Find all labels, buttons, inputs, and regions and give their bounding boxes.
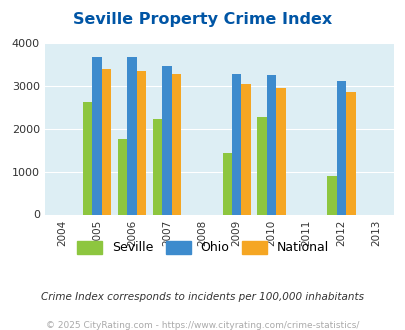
Bar <box>92 57 102 214</box>
Bar <box>117 139 127 214</box>
Bar <box>345 92 355 214</box>
Bar <box>171 74 181 214</box>
Bar <box>276 88 285 214</box>
Bar <box>241 84 250 214</box>
Bar <box>222 153 231 214</box>
Bar <box>83 102 92 214</box>
Bar <box>152 119 162 214</box>
Bar <box>257 117 266 214</box>
Bar <box>102 69 111 214</box>
Bar <box>326 176 336 214</box>
Bar <box>136 71 146 215</box>
Legend: Seville, Ohio, National: Seville, Ohio, National <box>72 236 333 259</box>
Bar <box>231 74 241 214</box>
Text: © 2025 CityRating.com - https://www.cityrating.com/crime-statistics/: © 2025 CityRating.com - https://www.city… <box>46 321 359 330</box>
Text: Crime Index corresponds to incidents per 100,000 inhabitants: Crime Index corresponds to incidents per… <box>41 292 364 302</box>
Bar <box>127 57 136 214</box>
Text: Seville Property Crime Index: Seville Property Crime Index <box>73 12 332 26</box>
Bar <box>336 81 345 214</box>
Bar <box>266 75 276 214</box>
Bar <box>162 67 171 214</box>
